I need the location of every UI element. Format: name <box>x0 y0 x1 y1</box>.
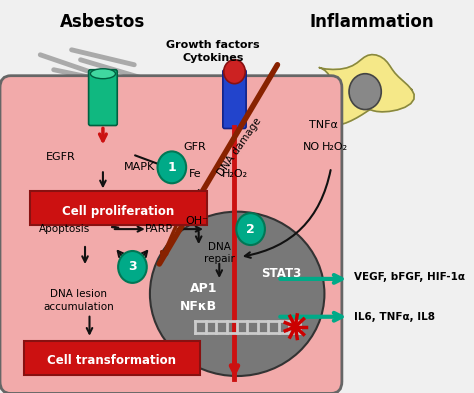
Text: AP1: AP1 <box>190 282 218 296</box>
Text: Cell transformation: Cell transformation <box>47 354 176 367</box>
Polygon shape <box>317 55 414 125</box>
Text: Apoptosis: Apoptosis <box>39 224 90 234</box>
Text: STAT3: STAT3 <box>261 267 301 281</box>
Text: PARP: PARP <box>145 224 173 234</box>
Text: NFκB: NFκB <box>180 300 217 313</box>
FancyBboxPatch shape <box>30 191 207 225</box>
Text: Inflammation: Inflammation <box>309 13 434 31</box>
Text: GFR: GFR <box>184 142 207 152</box>
Text: Cytokines: Cytokines <box>182 53 244 63</box>
Ellipse shape <box>91 69 116 79</box>
Text: Cell proliferation: Cell proliferation <box>62 205 174 218</box>
Text: Growth factors: Growth factors <box>166 40 260 50</box>
Circle shape <box>349 74 381 110</box>
Text: TNFα: TNFα <box>309 119 337 130</box>
Circle shape <box>236 213 265 245</box>
Text: Fe: Fe <box>189 169 201 179</box>
Circle shape <box>224 60 245 84</box>
Text: EGFR: EGFR <box>46 152 76 162</box>
Ellipse shape <box>150 212 324 376</box>
Text: H₂O₂: H₂O₂ <box>222 169 248 179</box>
Circle shape <box>118 251 147 283</box>
FancyBboxPatch shape <box>223 70 246 129</box>
Text: IL6, TNFα, IL8: IL6, TNFα, IL8 <box>354 312 435 322</box>
Text: NO: NO <box>302 142 319 152</box>
Text: 1: 1 <box>167 161 176 174</box>
Text: DNA damage: DNA damage <box>216 116 264 178</box>
FancyBboxPatch shape <box>89 70 117 125</box>
FancyBboxPatch shape <box>0 76 342 393</box>
Text: 2: 2 <box>246 222 255 235</box>
Text: H₂O₂: H₂O₂ <box>322 142 348 152</box>
Text: 3: 3 <box>128 261 137 274</box>
Text: OH⁻: OH⁻ <box>185 216 209 226</box>
Text: accumulation: accumulation <box>44 302 114 312</box>
Text: Asbestos: Asbestos <box>60 13 146 31</box>
Text: repair: repair <box>204 254 235 264</box>
FancyBboxPatch shape <box>24 341 201 375</box>
Text: DNA lesion: DNA lesion <box>50 289 107 299</box>
Circle shape <box>157 151 186 183</box>
Text: DNA: DNA <box>208 242 231 252</box>
Text: MAPK: MAPK <box>124 162 155 173</box>
Text: VEGF, bFGF, HIF-1α: VEGF, bFGF, HIF-1α <box>354 272 465 282</box>
